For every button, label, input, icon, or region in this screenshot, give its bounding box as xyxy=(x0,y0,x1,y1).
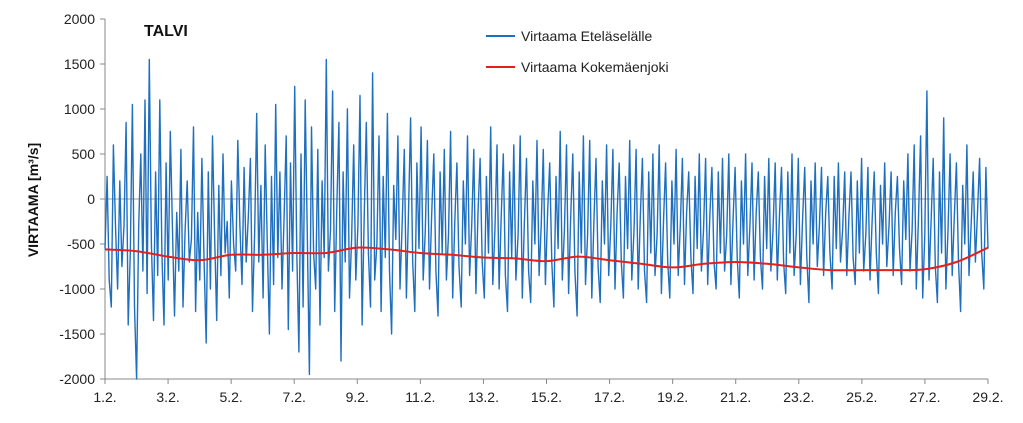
y-tick-label: 0 xyxy=(87,191,95,207)
x-tick-label: 17.2. xyxy=(594,389,625,405)
x-tick-label: 1.2. xyxy=(93,389,116,405)
y-tick-label: 500 xyxy=(72,146,96,162)
x-tick-label: 25.2. xyxy=(846,389,877,405)
x-tick-label: 9.2. xyxy=(346,389,369,405)
x-tick-label: 23.2. xyxy=(783,389,814,405)
x-tick-label: 3.2. xyxy=(156,389,179,405)
x-tick-label: 19.2. xyxy=(657,389,688,405)
series xyxy=(104,58,989,380)
y-tick-label: 2000 xyxy=(64,11,95,27)
x-tick-label: 5.2. xyxy=(219,389,242,405)
x-tick-label: 21.2. xyxy=(720,389,751,405)
legend: Virtaama Eteläselälle Virtaama Kokemäenj… xyxy=(486,28,669,75)
x-tick-label: 13.2. xyxy=(468,389,499,405)
y-tick-label: -2000 xyxy=(59,371,95,387)
y-tick-label: -500 xyxy=(67,236,95,252)
legend-label-etelaselalle: Virtaama Eteläselälle xyxy=(521,28,652,44)
y-tick-labels: 2000 1500 1000 500 0 -500 -1000 -1500 -2000 xyxy=(59,11,105,387)
legend-label-kokemaenjoki: Virtaama Kokemäenjoki xyxy=(521,59,669,75)
x-tick-label: 15.2. xyxy=(531,389,562,405)
series-line-etelaselalle xyxy=(104,58,989,380)
chart-title: TALVI xyxy=(144,23,188,40)
x-tick-label: 7.2. xyxy=(283,389,306,405)
x-tick-labels: 1.2. 3.2. 5.2. 7.2. 9.2. 11.2. 13.2. 15.2. 17.2.… xyxy=(93,379,1004,405)
y-axis-label: VIRTAAMA [m³/s] xyxy=(25,143,41,257)
y-tick-label: -1500 xyxy=(59,326,95,342)
y-tick-label: 1000 xyxy=(64,101,95,117)
y-tick-label: -1000 xyxy=(59,281,95,297)
x-tick-label: 29.2. xyxy=(972,389,1003,405)
x-tick-label: 11.2. xyxy=(405,389,435,405)
y-tick-label: 1500 xyxy=(64,56,95,72)
series-line-kokemaenjoki xyxy=(104,246,989,272)
x-tick-label: 27.2. xyxy=(909,389,940,405)
